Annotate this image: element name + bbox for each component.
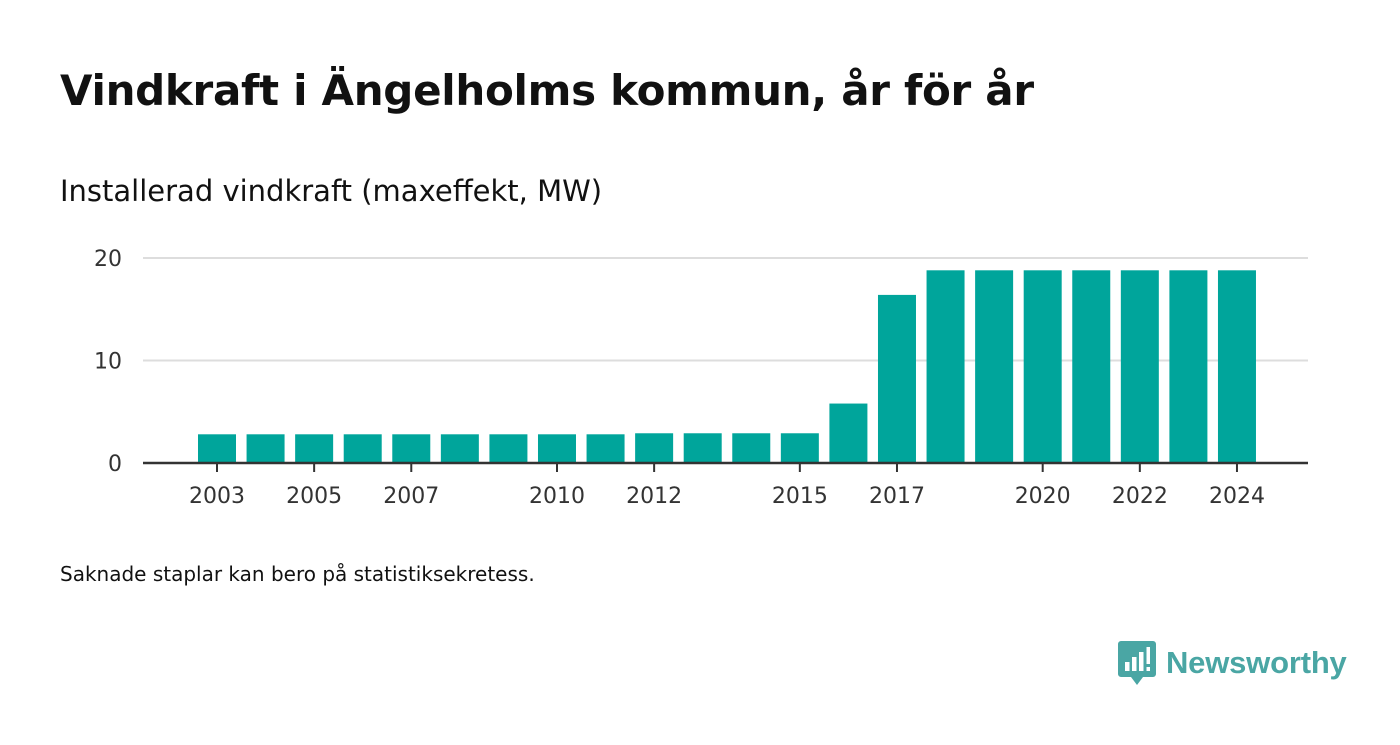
x-tick-label: 2017 [869,484,925,509]
bar-2023[interactable] [1169,270,1208,463]
bars [198,270,1256,463]
x-tick-label: 2003 [189,484,245,509]
bar-2014[interactable] [732,433,771,463]
chart-title: Vindkraft i Ängelholms kommun, år för år [60,66,1034,115]
y-tick-label: 0 [108,452,122,477]
bar-2018[interactable] [926,270,965,463]
y-tick-label: 10 [94,350,122,375]
x-tick-labels: 2003 2005 2007 2010 2012 2015 2017 2020 2022 2024 [189,484,1265,509]
bar-2017[interactable] [877,294,916,463]
bar-2016[interactable] [829,403,868,463]
bar-2022[interactable] [1120,270,1159,463]
x-tick-label: 2024 [1209,484,1265,509]
bar-2007[interactable] [392,434,431,463]
x-tick-label: 2022 [1112,484,1168,509]
bar-2013[interactable] [683,433,722,463]
brand-name: Newsworthy [1166,645,1347,680]
bar-2021[interactable] [1072,270,1111,463]
x-tick-label: 2010 [529,484,585,509]
bar-2009[interactable] [489,434,528,463]
bar-2004[interactable] [246,434,285,463]
x-tick-label: 2015 [772,484,828,509]
bar-2012[interactable] [635,433,674,463]
x-tick-label: 2005 [286,484,342,509]
bar-2006[interactable] [343,434,382,463]
y-tick-labels: 0 10 20 [94,247,122,477]
x-axis [143,461,1308,472]
chart-subtitle: Installerad vindkraft (maxeffekt, MW) [60,174,603,208]
bar-2011[interactable] [586,434,625,463]
newsworthy-logo-icon [1118,641,1156,685]
brand-logo[interactable]: Newsworthy [1117,640,1347,686]
bar-2005[interactable] [295,434,334,463]
bar-2010[interactable] [537,434,576,463]
x-tick-label: 2020 [1015,484,1071,509]
y-tick-label: 20 [94,247,122,272]
x-tick-label: 2012 [626,484,682,509]
bar-2019[interactable] [975,270,1014,463]
x-tick-label: 2007 [383,484,439,509]
bar-2015[interactable] [780,433,819,463]
bar-2020[interactable] [1023,270,1062,463]
bar-2008[interactable] [440,434,479,463]
bar-2003[interactable] [198,434,236,463]
bar-2024[interactable] [1217,270,1256,463]
grid-lines [143,257,1308,362]
footnote: Saknade staplar kan bero på statistiksek… [60,562,535,586]
